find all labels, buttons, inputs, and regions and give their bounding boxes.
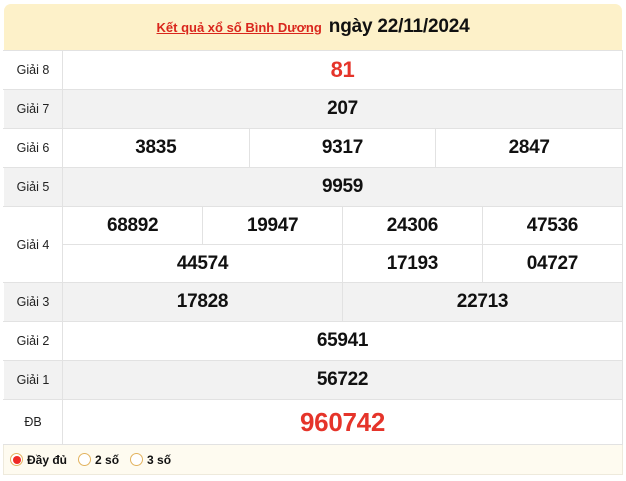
prize-value-giai-5-1: 9959	[62, 167, 623, 207]
giai-4-inner-table: 68892 19947 24306 47536 44574 17193 0472…	[63, 207, 622, 282]
prize-value-giai-4-2: 19947	[202, 207, 343, 245]
prize-value-giai-4-6: 17193	[342, 244, 483, 282]
prize-value-giai-4-4: 47536	[481, 207, 622, 245]
prize-value-giai-8-1: 81	[62, 50, 623, 90]
result-date: ngày 22/11/2024	[328, 16, 470, 37]
radio-option-3-digits[interactable]: 3 số	[130, 453, 171, 467]
table-row-giai-1: Giải 1 56722	[3, 360, 623, 400]
widget-header: Kết quả xổ số Bình Dương ngày 22/11/2024	[4, 4, 622, 50]
prize-value-giai-4-1: 68892	[63, 207, 204, 245]
prize-value-giai-2-1: 65941	[62, 321, 623, 361]
lottery-result-widget: Kết quả xổ số Bình Dương ngày 22/11/2024…	[0, 4, 626, 481]
table-row-giai-4: Giải 4 68892 19947 24306 47536 44574	[3, 206, 623, 283]
giai-4-subrow-1: 68892 19947 24306 47536	[63, 207, 622, 245]
prize-value-giai-7-1: 207	[62, 89, 623, 129]
table-row-db: ĐB 960742	[3, 399, 623, 445]
display-mode-footer: Đầy đủ 2 số 3 số	[3, 445, 623, 475]
row-label-giai-3: Giải 3	[3, 282, 63, 322]
radio-label-2-digits: 2 số	[95, 452, 120, 467]
radio-option-full[interactable]: Đầy đủ	[10, 453, 67, 467]
display-mode-radio-group: Đầy đủ 2 số 3 số	[10, 453, 182, 467]
radio-label-3-digits: 3 số	[147, 452, 172, 467]
row-label-giai-1: Giải 1	[3, 360, 63, 400]
table-row-giai-5: Giải 5 9959	[3, 167, 623, 207]
radio-option-2-digits[interactable]: 2 số	[78, 453, 119, 467]
prize-value-giai-6-3: 2847	[435, 128, 623, 168]
row-label-db: ĐB	[3, 399, 63, 445]
row-label-giai-4: Giải 4	[3, 206, 63, 283]
radio-selected-icon[interactable]	[10, 453, 23, 466]
table-row-giai-3: Giải 3 17828 22713	[3, 282, 624, 322]
prize-value-giai-1-1: 56722	[62, 360, 623, 400]
row-label-giai-2: Giải 2	[3, 321, 63, 361]
giai-4-grid: 68892 19947 24306 47536 44574 17193 0472…	[62, 206, 623, 283]
row-label-giai-5: Giải 5	[3, 167, 63, 207]
table-row-giai-8: Giải 8 81	[3, 50, 623, 90]
prize-value-giai-4-5: 44574	[63, 244, 343, 282]
radio-unselected-icon[interactable]	[130, 453, 144, 466]
radio-unselected-icon[interactable]	[78, 453, 92, 466]
prize-value-giai-3-1: 17828	[62, 282, 343, 322]
table-row-giai-6: Giải 6 3835 9317 2847	[3, 128, 623, 168]
row-label-giai-6: Giải 6	[3, 128, 63, 168]
prize-value-giai-4-7: 04727	[481, 244, 622, 282]
radio-label-full: Đầy đủ	[27, 452, 68, 467]
row-label-giai-8: Giải 8	[3, 50, 63, 90]
table-row-giai-2: Giải 2 65941	[3, 321, 623, 361]
prize-value-giai-4-3: 24306	[342, 207, 483, 245]
prize-value-giai-6-2: 9317	[248, 128, 437, 168]
prize-value-giai-6-1: 3835	[62, 128, 250, 168]
table-row-giai-7: Giải 7 207	[3, 89, 623, 129]
results-table: Giải 8 81 Giải 7 207 Giải 6 3835 9317 28…	[3, 50, 624, 445]
prize-value-db-1: 960742	[62, 399, 623, 445]
lottery-title-link[interactable]: Kết quả xổ số Bình Dương	[156, 19, 322, 35]
giai-4-subrow-2: 44574 17193 04727	[63, 244, 622, 282]
row-label-giai-7: Giải 7	[3, 89, 63, 129]
prize-value-giai-3-2: 22713	[341, 282, 624, 322]
